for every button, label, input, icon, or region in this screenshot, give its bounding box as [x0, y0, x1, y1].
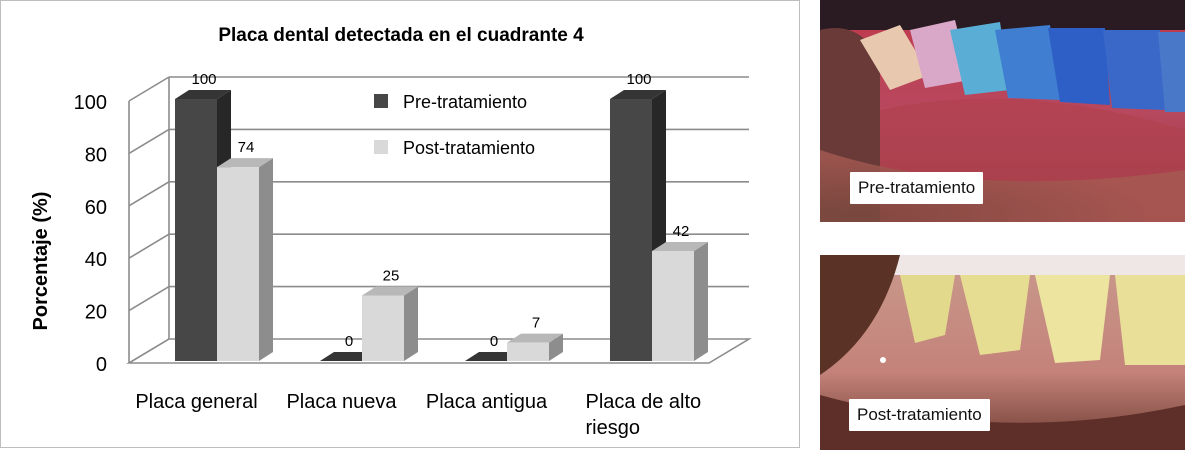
bar-side	[549, 333, 563, 361]
bar-top	[610, 90, 666, 99]
chart-panel: 0 20 40 60 80 100 100 0 0 100 74 25 7 42 Placa general…	[0, 0, 800, 448]
y-tick-label: 100	[74, 92, 107, 114]
data-label: 25	[383, 268, 400, 285]
data-label: 74	[238, 139, 255, 156]
data-label: 0	[345, 333, 353, 350]
y-axis-label: Porcentaje (%)	[30, 192, 52, 331]
y-tick-label: 40	[85, 249, 107, 271]
bar	[217, 167, 259, 361]
legend-swatch	[374, 140, 388, 154]
y-tick-label: 80	[85, 144, 107, 166]
bar	[652, 250, 694, 361]
post-treatment-photo: Post-tratamiento	[820, 255, 1185, 450]
bar	[362, 295, 404, 361]
bar-side	[694, 241, 708, 361]
y-tick-label: 60	[85, 197, 107, 219]
gridline-side	[128, 181, 170, 207]
x-tick-label: Placa de alto	[586, 391, 702, 413]
bar-top	[217, 158, 273, 168]
data-label: 7	[532, 315, 540, 332]
bar-top	[175, 90, 231, 99]
gridline-side	[128, 76, 170, 102]
chart-floor	[126, 338, 752, 364]
bar	[610, 99, 652, 361]
bar-side	[259, 158, 273, 361]
legend-swatch	[374, 94, 388, 108]
y-tick-label: 0	[96, 354, 107, 376]
y-tick-label: 20	[85, 302, 107, 324]
pre-treatment-photo: Pre-tratamiento	[820, 0, 1185, 222]
gridline-side	[128, 233, 170, 259]
stained-teeth-image	[820, 0, 1185, 222]
bar	[507, 342, 549, 361]
data-label: 100	[191, 71, 216, 88]
chart-title: Placa dental detectada en el cuadrante 4	[218, 25, 584, 46]
x-tick-label: Placa nueva	[286, 391, 397, 413]
bar-top	[652, 241, 708, 251]
bar-top	[362, 286, 418, 296]
legend-label: Post-tratamiento	[403, 138, 535, 158]
x-tick-label: riesgo	[586, 417, 640, 439]
bar-chart: 0 20 40 60 80 100 100 0 0 100 74 25 7 42 Placa general…	[30, 25, 752, 439]
x-tick-label: Placa antigua	[426, 391, 548, 413]
gridline-side	[128, 128, 170, 155]
bar-side	[404, 286, 418, 361]
gridline-side	[128, 285, 170, 312]
post-treatment-label: Post-tratamiento	[849, 399, 990, 431]
pre-treatment-label: Pre-tratamiento	[850, 172, 984, 204]
bar-top	[507, 333, 563, 343]
data-label: 0	[490, 333, 498, 350]
legend-label: Pre-tratamiento	[403, 92, 527, 112]
data-label: 100	[626, 71, 651, 88]
x-tick-label: Placa general	[135, 391, 257, 413]
data-label: 42	[673, 223, 690, 240]
bar	[175, 99, 217, 361]
